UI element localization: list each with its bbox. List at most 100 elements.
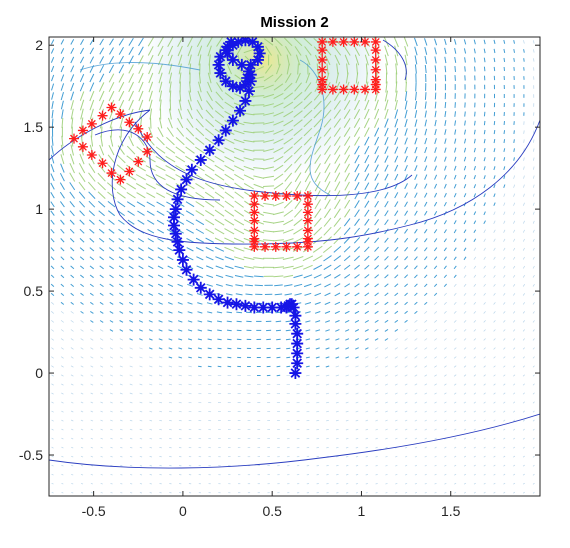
field-arrow: [60, 144, 64, 156]
path-point: [173, 244, 186, 257]
field-arrow: [483, 274, 486, 278]
field-arrow: [513, 175, 515, 179]
field-arrow: [384, 108, 389, 120]
field-arrow: [294, 199, 302, 209]
field-arrow: [385, 81, 388, 93]
field-arrow: [473, 473, 476, 476]
field-arrow: [234, 173, 245, 181]
field-arrow: [483, 265, 486, 269]
field-arrow: [404, 128, 408, 136]
field-arrow: [434, 110, 437, 118]
field-arrow: [324, 292, 331, 297]
field-arrow: [454, 464, 457, 467]
field-arrow: [394, 192, 399, 199]
field-arrow: [522, 347, 525, 350]
field-arrow: [286, 63, 290, 75]
field-arrow: [493, 428, 496, 431]
field-arrow: [443, 229, 447, 234]
field-arrow: [283, 274, 294, 278]
field-arrow: [483, 120, 486, 126]
field-arrow: [70, 311, 74, 314]
field-arrow: [149, 383, 153, 386]
field-arrow: [157, 265, 164, 270]
field-arrow: [61, 383, 64, 386]
field-arrow: [503, 184, 506, 188]
field-arrow: [69, 228, 75, 234]
field-arrow: [345, 356, 350, 359]
field-arrow: [493, 211, 496, 215]
field-arrow: [243, 112, 255, 116]
field-arrow: [522, 410, 525, 413]
field-arrow: [493, 491, 496, 494]
field-arrow: [463, 446, 467, 449]
field-arrow: [503, 193, 506, 197]
field-arrow: [316, 374, 320, 377]
field-arrow: [334, 163, 341, 173]
field-arrow: [178, 338, 183, 341]
field-arrow: [464, 57, 466, 63]
field-arrow: [443, 238, 447, 243]
field-arrow: [80, 365, 84, 368]
field-arrow: [149, 483, 152, 485]
field-arrow: [225, 265, 234, 270]
field-arrow: [326, 63, 329, 75]
field-arrow: [374, 255, 380, 261]
field-arrow: [343, 136, 351, 146]
path-point: [214, 67, 227, 80]
field-arrow: [404, 383, 408, 386]
path-point: [257, 301, 270, 314]
field-arrow: [364, 227, 370, 235]
field-arrow: [404, 401, 408, 404]
field-arrow: [234, 191, 244, 199]
field-arrow: [345, 410, 349, 413]
field-arrow: [99, 73, 105, 83]
field-arrow: [195, 191, 205, 199]
field-arrow: [523, 130, 525, 134]
field-arrow: [483, 292, 486, 296]
field-arrow: [365, 483, 368, 485]
field-arrow: [224, 173, 235, 181]
field-arrow: [70, 144, 74, 156]
field-arrow: [244, 275, 254, 278]
field-arrow: [78, 191, 86, 199]
field-arrow: [424, 46, 428, 55]
field-arrow: [89, 238, 95, 243]
field-arrow: [424, 473, 427, 476]
field-arrow: [345, 419, 349, 422]
field-arrow: [443, 265, 447, 270]
field-arrow: [384, 45, 389, 57]
field-arrow: [168, 338, 173, 341]
field-arrow: [404, 201, 408, 207]
field-arrow: [100, 410, 103, 413]
field-arrow: [444, 365, 447, 368]
field-arrow: [138, 81, 144, 93]
field-arrow: [157, 45, 164, 57]
field-arrow: [224, 147, 235, 153]
field-arrow: [168, 347, 173, 350]
field-arrow: [532, 392, 535, 395]
field-arrow: [404, 319, 408, 323]
field-arrow: [503, 238, 506, 242]
field-arrow: [365, 410, 369, 413]
field-arrow: [273, 83, 284, 91]
field-arrow: [444, 156, 447, 162]
field-arrow: [116, 182, 127, 190]
field-arrow: [118, 99, 125, 111]
field-arrow: [325, 338, 330, 341]
field-arrow: [503, 482, 506, 485]
field-arrow: [205, 237, 215, 243]
field-arrow: [118, 38, 124, 46]
field-arrow: [128, 81, 134, 93]
field-arrow: [323, 208, 332, 219]
field-arrow: [355, 410, 359, 413]
field-arrow: [51, 374, 54, 377]
field-arrow: [97, 163, 106, 173]
field-arrow: [303, 274, 313, 279]
field-arrow: [384, 90, 389, 102]
field-arrow: [523, 491, 525, 494]
field-arrow: [532, 365, 535, 368]
field-arrow: [353, 108, 361, 120]
field-arrow: [444, 111, 447, 118]
field-arrow: [156, 210, 165, 216]
field-arrow: [147, 238, 154, 243]
